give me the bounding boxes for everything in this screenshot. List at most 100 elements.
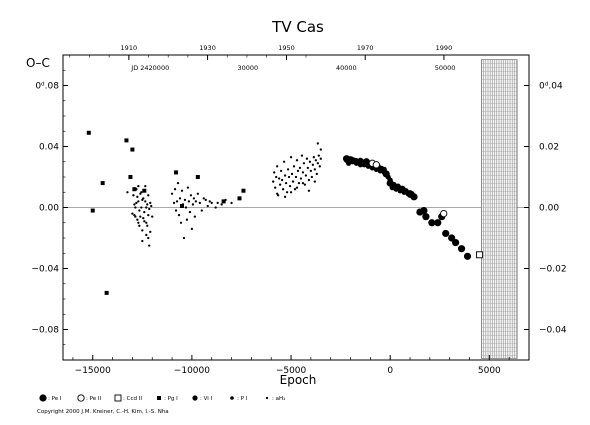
- data-point-dot: [134, 206, 137, 209]
- data-point-dot: [191, 203, 195, 206]
- data-point-dot: [280, 178, 284, 182]
- data-point-dot: [126, 191, 129, 194]
- data-point-open-circle: [440, 209, 448, 218]
- data-point-dot: [274, 186, 277, 189]
- data-point-dot: [200, 209, 203, 212]
- data-point-filled-square-small: [132, 187, 137, 192]
- data-point-filled-circle-large: [410, 193, 418, 201]
- data-point-dot: [291, 180, 295, 183]
- data-point-dot: [299, 177, 303, 180]
- data-point-filled-square-small: [128, 175, 133, 179]
- data-point-dot: [187, 200, 191, 203]
- data-point-dot: [194, 200, 198, 203]
- data-point-dot: [277, 177, 281, 180]
- jd-tick-label: 50000: [435, 64, 456, 72]
- data-point-dot: [214, 206, 217, 209]
- data-point-dot: [144, 185, 147, 188]
- data-point-filled-square-small: [195, 175, 200, 179]
- data-point-dot: [143, 210, 146, 214]
- data-point-dot: [141, 229, 144, 232]
- data-point-filled-circle-large: [457, 245, 466, 253]
- data-point-filled-circle-large: [428, 219, 436, 227]
- data-point-dot: [210, 201, 213, 205]
- data-point-dot: [148, 207, 151, 211]
- data-point-dot: [302, 162, 306, 165]
- data-point-dot: [180, 189, 184, 192]
- data-point-dot: [181, 203, 185, 206]
- legend-symbol-filled-circle-medium: [192, 395, 198, 401]
- data-point-filled-square-small: [237, 196, 242, 201]
- data-point-dot: [147, 194, 150, 197]
- data-point-dot: [275, 175, 278, 179]
- legend-label: : Vi I: [200, 396, 213, 402]
- data-point-dot: [135, 201, 138, 205]
- data-point-dot: [216, 201, 219, 205]
- data-point-dot: [292, 165, 296, 168]
- data-point-dot: [139, 215, 142, 218]
- data-point-open-circle: [372, 161, 380, 169]
- x-tick-label: 0: [387, 366, 393, 376]
- legend-symbol-dot: [265, 396, 269, 400]
- legend-symbol-filled-square-small: [157, 396, 161, 400]
- legend-label: : Ccd II: [123, 396, 142, 402]
- data-point-dot: [316, 142, 319, 145]
- data-point-filled-circle-large: [422, 213, 430, 221]
- data-point-dot: [224, 198, 227, 202]
- data-point-filled-circle-large: [434, 219, 442, 227]
- y-tick-label: 0.04: [39, 143, 59, 153]
- right-y-tick-label: −0.04: [539, 326, 567, 336]
- data-point-dot: [319, 157, 322, 160]
- data-point-dot: [308, 160, 312, 163]
- data-point-dot: [300, 154, 304, 157]
- data-point-dot: [141, 239, 144, 243]
- y-tick-label: 0.00: [39, 204, 59, 214]
- data-point-dot: [288, 185, 292, 188]
- data-point-dot: [185, 218, 189, 221]
- data-point-dot: [190, 227, 194, 231]
- data-point-dot: [178, 197, 182, 200]
- legend-symbol-filled-circle-large: [39, 394, 47, 402]
- data-point-dot: [206, 204, 209, 208]
- data-point-dot: [179, 221, 183, 224]
- data-point-dot: [296, 169, 300, 173]
- data-point-filled-circle-large: [398, 185, 406, 193]
- data-point-dot: [136, 218, 139, 221]
- year-label: 1910: [121, 44, 138, 52]
- data-point-dot: [196, 192, 199, 195]
- data-point-filled-square-small: [86, 130, 91, 135]
- data-point-dot: [137, 185, 140, 188]
- data-point-dot: [272, 180, 275, 183]
- data-point-dot: [276, 165, 279, 168]
- data-point-filled-circle-large: [392, 184, 400, 192]
- data-point-dot: [137, 200, 140, 203]
- data-point-dot: [293, 188, 297, 191]
- x-tick-label: −10000: [174, 366, 210, 376]
- data-point-dot: [147, 236, 150, 240]
- data-point-dot: [313, 180, 316, 183]
- data-point-dot: [151, 215, 154, 218]
- chart-title: TV Cas: [271, 18, 324, 36]
- data-point-dot: [175, 200, 179, 203]
- legend-label: : aH₁: [272, 396, 285, 402]
- data-point-dot: [202, 197, 205, 200]
- data-point-dot: [138, 224, 141, 227]
- data-point-dot: [149, 230, 152, 234]
- x-tick-label: 5000: [478, 366, 501, 376]
- data-point-dot: [297, 181, 301, 185]
- data-point-dot: [145, 221, 148, 224]
- data-point-dot: [306, 166, 310, 170]
- data-point-dot: [318, 165, 321, 168]
- data-point-dot: [177, 213, 181, 217]
- legend-symbol-filled-circle-small: [230, 396, 234, 400]
- data-point-dot: [287, 175, 291, 179]
- year-label: 1950: [278, 44, 295, 52]
- right-y-tick-label: −0.02: [539, 265, 567, 275]
- legend-label: : Pg I: [164, 396, 178, 402]
- data-point-filled-circle-large: [386, 179, 394, 187]
- data-point-filled-square-small: [174, 170, 179, 175]
- data-point-dot: [294, 175, 298, 179]
- data-point-dot: [276, 192, 279, 195]
- data-point-dot: [295, 159, 299, 162]
- copyright-note: Copyright 2000 J.M. Kreiner, C.-H. Kim, …: [37, 409, 169, 415]
